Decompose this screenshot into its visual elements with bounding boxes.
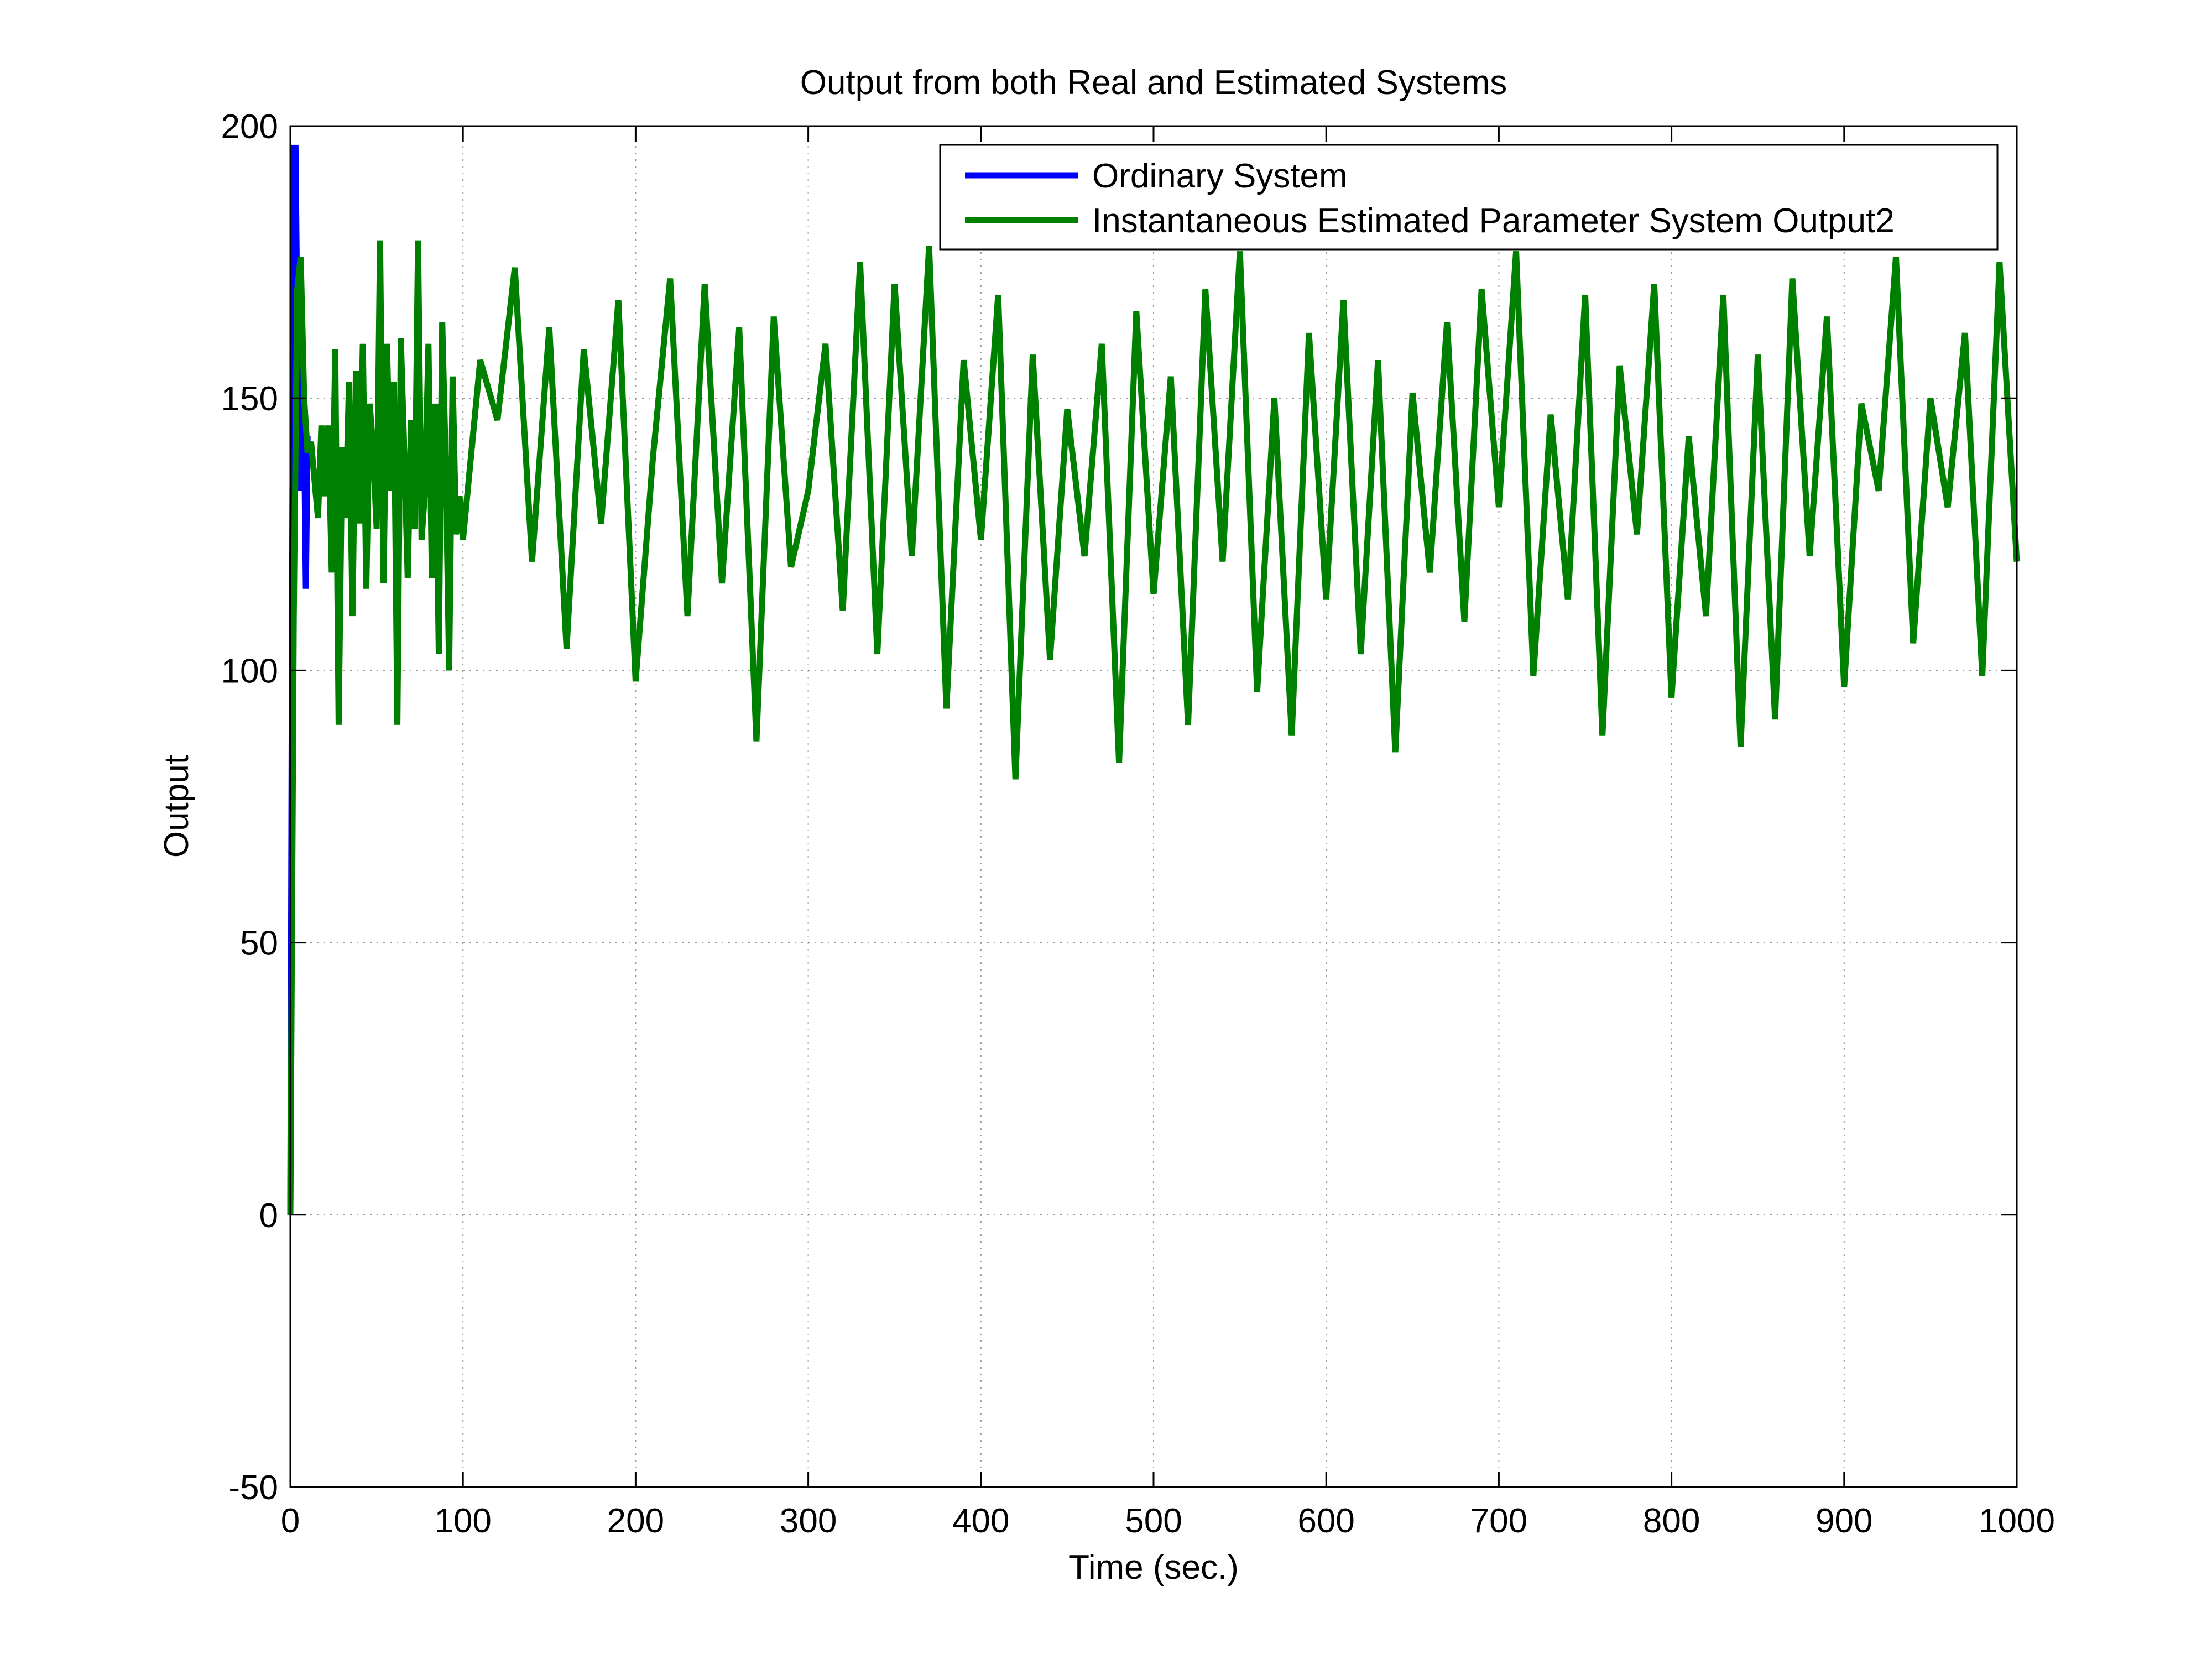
legend-label-ordinary-system: Ordinary System [1092, 157, 1348, 195]
x-tick-label: 600 [1297, 1502, 1354, 1540]
legend-box [939, 144, 1999, 251]
y-axis-ticks: -50 0 50 100 150 200 [221, 108, 2017, 1507]
x-tick-label: 100 [434, 1502, 491, 1540]
y-axis-label: Output [158, 755, 196, 858]
y-tick-label: -50 [228, 1469, 278, 1507]
y-tick-label: 200 [221, 108, 278, 146]
x-tick-label: 1000 [1979, 1502, 2055, 1540]
x-tick-label: 800 [1643, 1502, 1700, 1540]
legend-label-estimated-system: Instantaneous Estimated Parameter System… [1092, 202, 1895, 240]
chart-title: Output from both Real and Estimated Syst… [800, 64, 1507, 102]
x-tick-label: 500 [1125, 1502, 1182, 1540]
legend: Ordinary System Instantaneous Estimated … [939, 144, 1999, 251]
series-layer [287, 144, 2020, 1215]
ordinary-system-line [287, 144, 311, 1215]
x-tick-label: 700 [1470, 1502, 1527, 1540]
x-axis-ticks: 0 100 200 300 400 500 600 700 800 900 1000 [281, 126, 2055, 1540]
y-tick-label: 150 [221, 380, 278, 418]
y-tick-label: 50 [240, 925, 278, 963]
x-tick-label: 200 [607, 1502, 664, 1540]
x-tick-label: 0 [281, 1502, 300, 1540]
x-tick-label: 300 [780, 1502, 837, 1540]
estimated-system-line [287, 240, 2020, 1215]
x-tick-label: 400 [952, 1502, 1009, 1540]
x-tick-label: 900 [1815, 1502, 1872, 1540]
y-tick-label: 100 [221, 652, 278, 690]
y-tick-label: 0 [259, 1197, 278, 1235]
x-axis-label: Time (sec.) [1068, 1548, 1239, 1587]
